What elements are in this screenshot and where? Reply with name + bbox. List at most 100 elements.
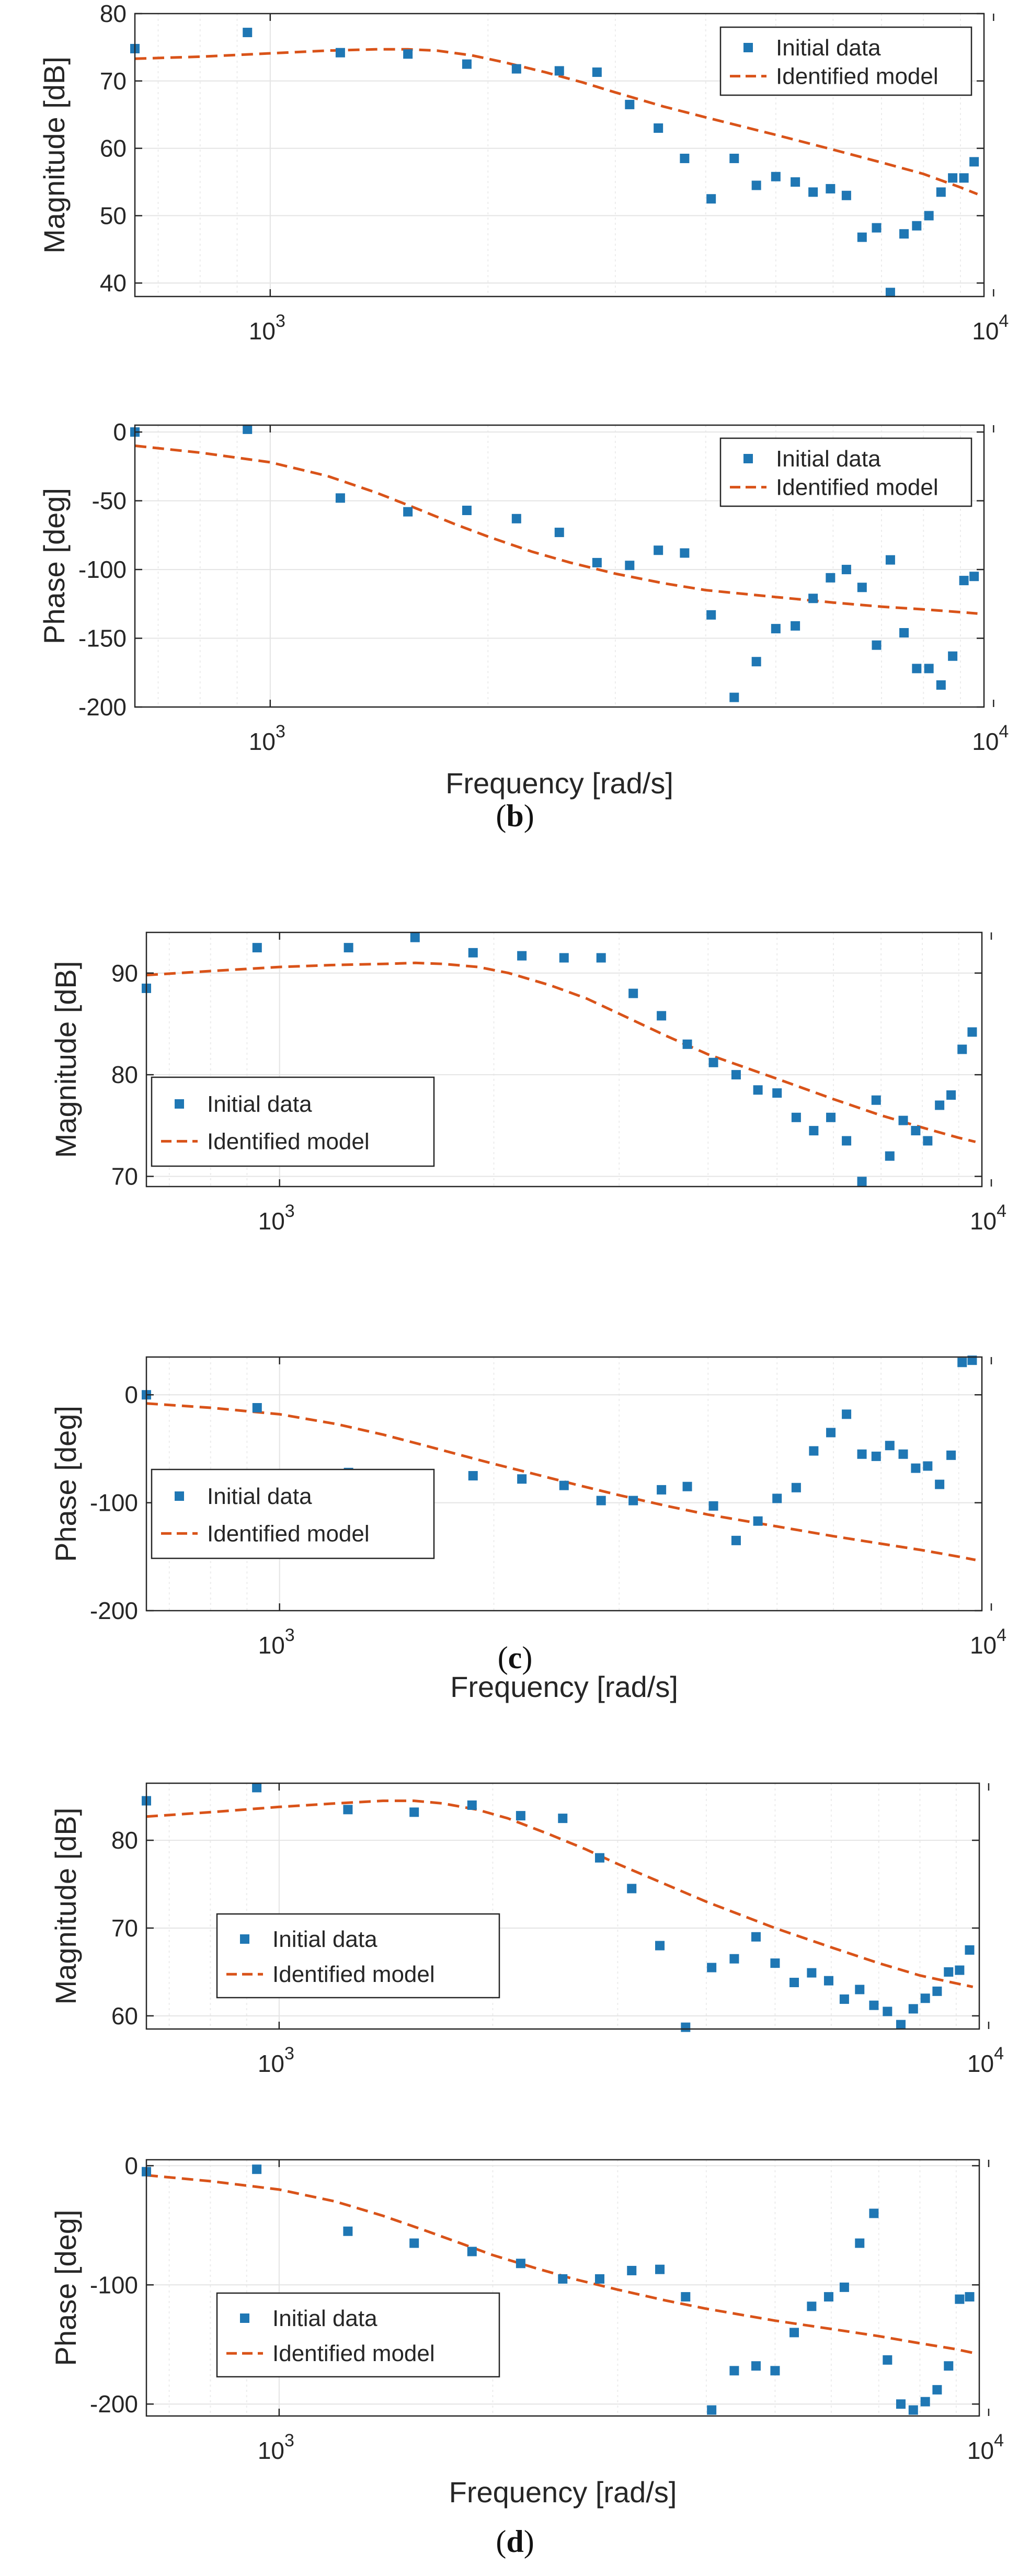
- data-point: [791, 1112, 801, 1122]
- data-point: [729, 153, 739, 163]
- data-point: [789, 2328, 799, 2338]
- data-point: [920, 2397, 930, 2407]
- data-point: [955, 2294, 965, 2304]
- y-axis-label: Phase [deg]: [49, 1406, 82, 1562]
- data-point: [554, 66, 564, 76]
- chart-b-phase: 0 -50 -100 -150 -200 103 104 Phase [deg] Frequen…: [38, 418, 1009, 800]
- data-point: [680, 548, 690, 558]
- data-point: [823, 1976, 833, 1986]
- caption-b: (b): [496, 799, 534, 833]
- x-tick-label: 104: [967, 2431, 1004, 2464]
- model-line: [146, 1799, 974, 1988]
- data-point: [771, 172, 781, 181]
- data-point: [967, 1027, 977, 1037]
- data-point: [343, 1805, 353, 1815]
- data-point: [924, 211, 934, 221]
- data-point: [839, 2282, 849, 2292]
- plot-frame: [145, 931, 983, 1188]
- model-line: [146, 1402, 976, 1561]
- data-point: [842, 1136, 852, 1146]
- legend-frame: [216, 2292, 500, 2378]
- legend: Initial data Identified model: [151, 1468, 435, 1559]
- data-point: [681, 2022, 691, 2032]
- x-tick-label: 104: [970, 1625, 1006, 1659]
- model-line: [146, 961, 976, 1143]
- data-point: [731, 1535, 741, 1545]
- data-point: [885, 1441, 895, 1451]
- data-point: [707, 2405, 717, 2415]
- data-point: [516, 2259, 525, 2269]
- legend-marker-icon: [743, 454, 753, 463]
- x-axis-label: Frequency [rad/s]: [445, 767, 673, 800]
- caption-c: (c): [498, 1640, 533, 1675]
- data-point: [872, 640, 882, 650]
- legend-marker-icon: [743, 43, 753, 52]
- data-point: [932, 1986, 942, 1996]
- x-tick-label: 103: [258, 1201, 295, 1235]
- data-point: [517, 951, 527, 961]
- data-point: [654, 545, 663, 555]
- data-point: [807, 2301, 817, 2311]
- y-tick-label: -50: [92, 487, 127, 515]
- data-point: [559, 953, 569, 963]
- data-point: [791, 621, 800, 631]
- data-point: [965, 2292, 975, 2302]
- data-point: [957, 1358, 967, 1367]
- legend-frame: [719, 26, 972, 96]
- y-tick-label: 40: [100, 269, 127, 297]
- legend-entry-data: Initial data: [207, 1484, 312, 1509]
- y-tick-label: -150: [78, 625, 127, 652]
- plot-frame: [134, 13, 985, 298]
- data-point: [335, 493, 345, 503]
- y-tick-label: 0: [113, 418, 127, 446]
- x-tick-label: 103: [258, 2044, 294, 2077]
- data-point: [707, 1963, 717, 1973]
- data-point: [462, 59, 472, 69]
- data-point: [654, 123, 663, 133]
- legend-entry-model: Identified model: [207, 1521, 370, 1546]
- y-tick-label: 80: [100, 0, 127, 27]
- data-point: [511, 64, 521, 74]
- data-point: [885, 555, 895, 565]
- y-tick-label: -100: [90, 2271, 138, 2298]
- data-point: [753, 1085, 763, 1095]
- legend: Initial data Identified model: [151, 1076, 435, 1167]
- plot-frame: [145, 2159, 980, 2417]
- y-tick-label: 60: [100, 135, 127, 162]
- legend-marker-icon: [240, 2313, 249, 2323]
- plot-frame: [134, 424, 985, 708]
- data-point: [857, 1177, 867, 1187]
- data-point: [969, 572, 979, 582]
- data-point: [911, 1126, 921, 1136]
- data-point: [682, 1481, 692, 1491]
- data-point: [959, 576, 969, 586]
- data-point: [403, 49, 413, 59]
- data-point: [855, 1985, 865, 1994]
- data-point: [807, 1968, 817, 1978]
- data-point: [517, 1474, 527, 1484]
- legend: Initial data Identified model: [216, 2292, 500, 2378]
- data-point: [751, 180, 761, 190]
- data-point: [948, 173, 958, 183]
- data-point: [516, 1811, 525, 1821]
- data-point: [899, 628, 909, 638]
- data-point: [655, 1941, 665, 1951]
- data-point: [789, 1978, 799, 1988]
- data-point: [883, 2007, 892, 2016]
- data-point: [899, 229, 909, 239]
- data-point: [912, 664, 922, 674]
- y-axis-label: Phase [deg]: [38, 488, 71, 644]
- data-point: [467, 2247, 477, 2256]
- y-axis-label: Magnitude [dB]: [38, 56, 71, 254]
- data-point: [625, 99, 635, 109]
- chart-b-magnitude: 40 50 60 70 80 103 104 Magnitude [dB] Initial da…: [38, 0, 1009, 345]
- data-point: [885, 288, 895, 298]
- legend-entry-model: Identified model: [272, 1962, 435, 1987]
- data-point: [965, 1945, 975, 1955]
- legend-entry-model: Identified model: [776, 64, 939, 89]
- data-point: [410, 932, 420, 942]
- data-point: [967, 1355, 977, 1365]
- data-point: [969, 157, 979, 167]
- chart-c-magnitude: 70 80 90 103 104 Magnitude [dB] Initial data Id…: [49, 931, 1006, 1235]
- model-line: [146, 2174, 974, 2354]
